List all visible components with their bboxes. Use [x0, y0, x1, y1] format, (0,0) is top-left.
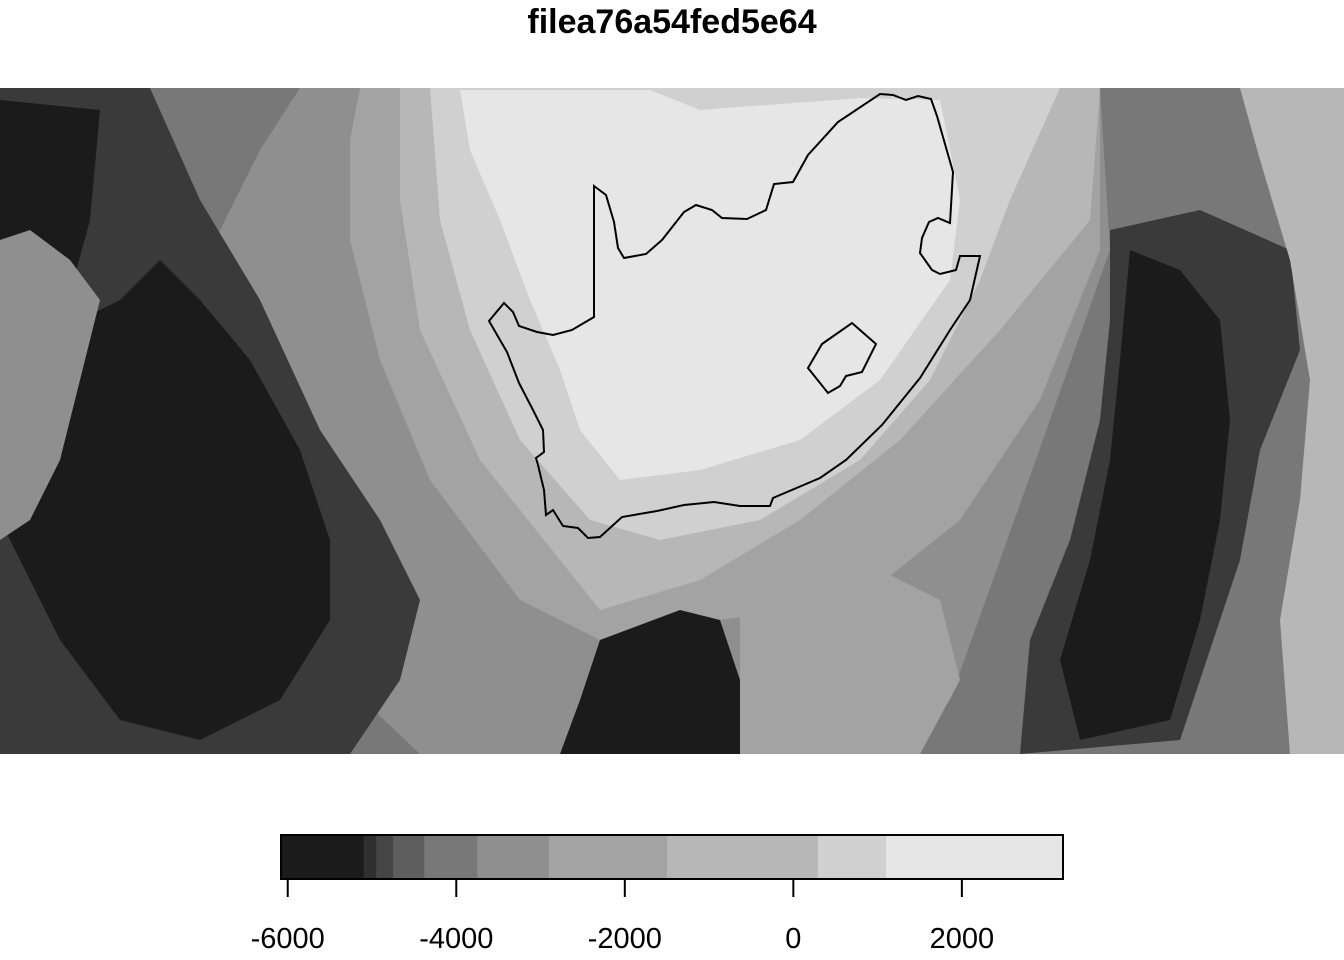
raster-basin-west-deep: [0, 100, 330, 740]
legend-swatch-6: [548, 835, 668, 879]
map-title: filea76a54fed5e64: [527, 3, 817, 41]
legend-swatch-8: [817, 835, 887, 879]
raster-basin-west-light-ridge: [0, 230, 100, 540]
country-border-south-africa: [487, 92, 982, 540]
legend-swatch-1: [363, 835, 377, 879]
legend-axis: -6000 -4000 -2000 0 2000: [251, 879, 994, 955]
legend-swatch-5: [477, 835, 550, 879]
raster-basin-east-deep: [1060, 250, 1230, 740]
legend-tick-label-1: -4000: [419, 923, 493, 955]
legend-swatch-9: [886, 835, 1064, 879]
legend-swatch-3: [393, 835, 425, 879]
raster-south-rise: [740, 560, 960, 754]
legend-tick-label-3: 0: [785, 923, 801, 955]
legend-colorbar: [281, 835, 1064, 879]
legend-frame: [280, 834, 1064, 880]
legend-tick-label-2: -2000: [588, 923, 662, 955]
legend-swatch-7: [666, 835, 819, 879]
legend-tick-label-4: 2000: [930, 923, 995, 955]
raster-basin-south: [560, 610, 740, 754]
legend-swatch-0: [281, 835, 365, 879]
legend-swatch-4: [424, 835, 478, 879]
raster-east-rise: [1240, 88, 1344, 754]
legend-tick-label-0: -6000: [251, 923, 325, 955]
country-border-lesotho: [806, 321, 878, 395]
elevation-raster: [0, 88, 1344, 754]
raster-highland-zone: [460, 90, 960, 480]
legend-swatch-2: [376, 835, 394, 879]
